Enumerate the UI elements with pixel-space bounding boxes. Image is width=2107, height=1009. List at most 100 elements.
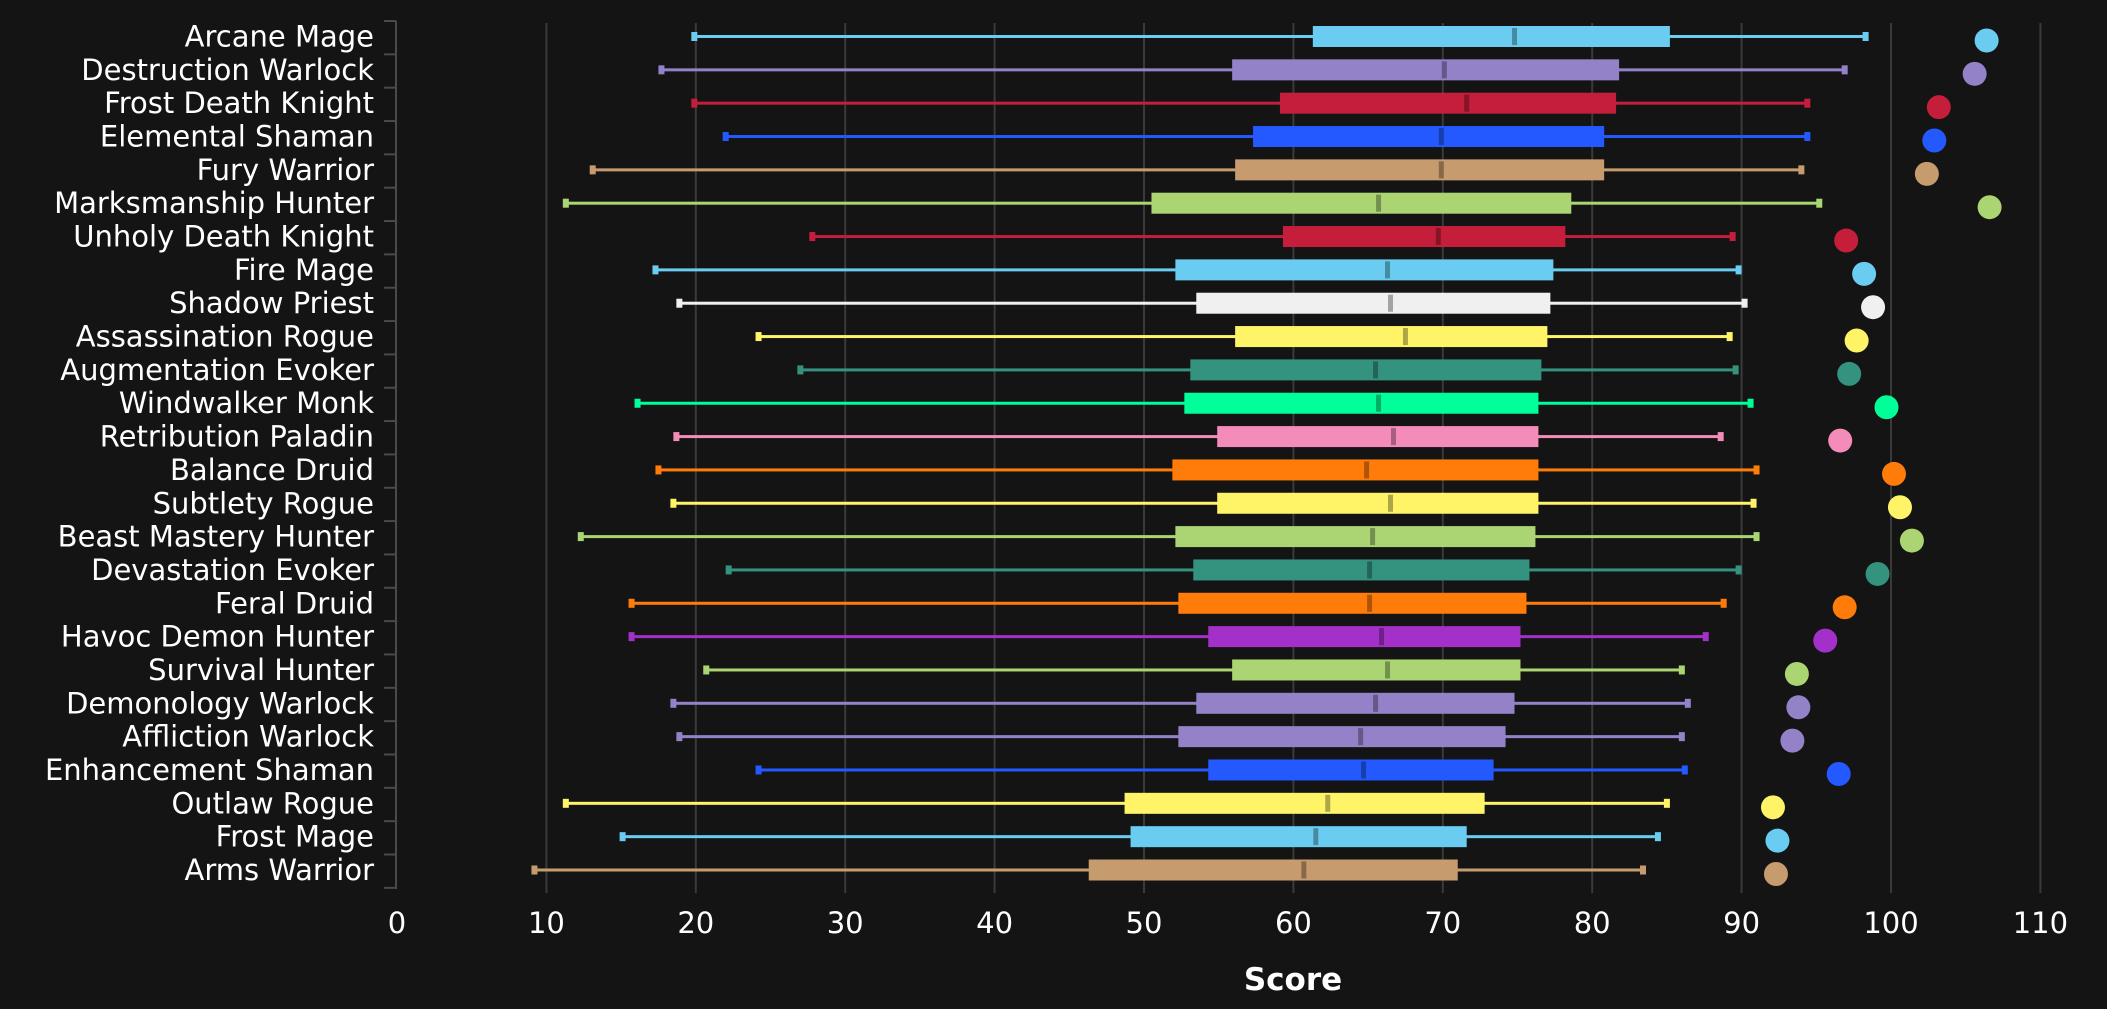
max-score-dot (1974, 28, 1999, 53)
series-row: Beast Mastery Hunter (58, 520, 1924, 554)
max-score-dot (1922, 128, 1947, 153)
iqr-box (1232, 59, 1620, 81)
whisker-min-cap (691, 32, 698, 41)
y-category-label: Feral Druid (215, 586, 374, 620)
series-row: Retribution Paladin (100, 420, 1853, 454)
whisker-min-cap (755, 332, 762, 342)
x-tick-label: 10 (528, 906, 565, 940)
median-marker (1512, 28, 1518, 45)
whisker-line (580, 535, 1757, 539)
iqr-box (1088, 859, 1458, 881)
whisker-min-cap (725, 565, 732, 575)
whisker-max-cap (1798, 165, 1805, 175)
median-marker (1301, 861, 1307, 879)
max-score-dot (1834, 228, 1859, 253)
whisker-line (673, 701, 1688, 705)
whisker-max-cap (1804, 132, 1811, 142)
iqr-box (1130, 826, 1467, 848)
x-tick-label: 30 (827, 906, 864, 940)
y-category-label: Demonology Warlock (66, 686, 374, 720)
median-marker (1388, 494, 1394, 512)
series-row: Augmentation Evoker (60, 353, 1862, 387)
y-category-label: Outlaw Rogue (171, 786, 374, 820)
series-row: Destruction Warlock (81, 53, 1987, 87)
iqr-box (1178, 592, 1527, 614)
whisker-min-cap (691, 98, 698, 108)
median-marker (1402, 328, 1408, 346)
whisker-max-cap (1639, 865, 1646, 875)
whisker-max-cap (1735, 265, 1742, 275)
iqr-box (1279, 92, 1617, 114)
max-score-dot (1784, 661, 1809, 686)
median-marker (1376, 394, 1382, 412)
series-row: Enhancement Shaman (45, 753, 1851, 787)
iqr-box (1175, 259, 1554, 281)
whisker-max-cap (1717, 432, 1724, 442)
median-marker (1358, 728, 1364, 746)
max-score-dot (1813, 628, 1838, 653)
x-tick-label: 90 (1723, 906, 1760, 940)
x-axis: 0 10 20 30 40 50 60 70 80 90 100 110 (388, 906, 2068, 940)
series-row: Fury Warrior (197, 153, 1939, 187)
y-category-label: Havoc Demon Hunter (61, 620, 374, 654)
y-category-label: Frost Death Knight (104, 86, 374, 120)
median-marker (1373, 361, 1379, 379)
whisker-min-cap (670, 498, 677, 508)
median-marker (1373, 694, 1379, 712)
whisker-min-cap (619, 832, 626, 842)
y-category-label: Augmentation Evoker (60, 353, 374, 387)
whisker-max-cap (1741, 298, 1748, 308)
iqr-box (1184, 392, 1539, 414)
series-row: Marksmanship Hunter (54, 186, 2002, 220)
median-marker (1376, 194, 1382, 212)
iqr-box (1312, 26, 1670, 47)
median-marker (1364, 461, 1370, 479)
iqr-box (1193, 559, 1530, 581)
y-category-label: Arcane Mage (185, 20, 374, 54)
series-row: Survival Hunter (148, 653, 1809, 687)
iqr-box (1235, 326, 1548, 348)
whisker-line (631, 635, 1706, 639)
series-row: Balance Druid (170, 453, 1906, 487)
max-score-dot (1865, 561, 1890, 586)
whisker-min-cap (531, 865, 538, 875)
iqr-box (1196, 692, 1515, 714)
whisker-max-cap (1678, 732, 1685, 742)
whisker-min-cap (652, 265, 659, 275)
y-category-label: Fire Mage (234, 253, 374, 287)
whisker-line (592, 168, 1802, 172)
max-score-dot (1852, 261, 1877, 286)
y-category-label: Devastation Evoker (91, 553, 374, 587)
whisker-max-cap (1654, 832, 1661, 842)
whisker-min-cap (797, 365, 804, 375)
whisker-max-cap (1726, 332, 1733, 342)
whisker-max-cap (1753, 532, 1760, 542)
whisker-min-cap (676, 298, 683, 308)
whisker-line (706, 668, 1682, 672)
max-score-dot (1786, 695, 1811, 720)
iqr-box (1172, 459, 1539, 481)
whisker-max-cap (1663, 798, 1670, 808)
series-row: Demonology Warlock (66, 686, 1811, 720)
series-row: Outlaw Rogue (171, 786, 1785, 820)
median-marker (1385, 261, 1391, 279)
median-marker (1438, 161, 1444, 179)
x-tick-label: 70 (1424, 906, 1461, 940)
series-row: Affliction Warlock (122, 720, 1805, 754)
iqr-box (1151, 192, 1572, 214)
iqr-box (1253, 126, 1605, 148)
iqr-box (1196, 292, 1551, 314)
median-marker (1435, 228, 1441, 246)
y-category-label: Subtlety Rogue (153, 486, 374, 520)
x-tick-label: 100 (1863, 906, 1918, 940)
max-score-dot (1826, 761, 1851, 786)
median-marker (1313, 828, 1319, 846)
whisker-min-cap (577, 532, 584, 542)
x-tick-label: 80 (1574, 906, 1611, 940)
series-row: Arcane Mage (185, 20, 1999, 54)
series-row: Windwalker Monk (119, 386, 1899, 420)
iqr-box (1175, 526, 1536, 548)
whisker-max-cap (1747, 398, 1754, 408)
whisker-max-cap (1729, 232, 1736, 242)
